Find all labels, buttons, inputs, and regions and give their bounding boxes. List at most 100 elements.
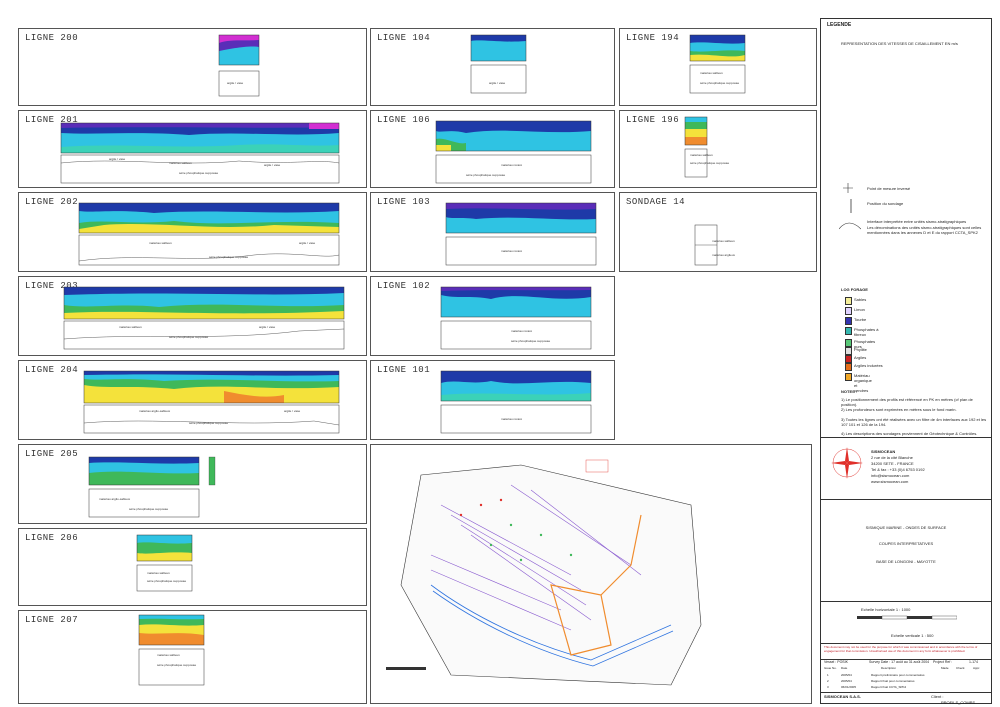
annotation: matériau rocaré bbox=[501, 249, 523, 253]
panel-ligne-101: LIGNE 101 matériau rocaré bbox=[370, 360, 615, 440]
divider bbox=[821, 601, 991, 602]
log-label: Argiles indurées bbox=[854, 363, 883, 368]
annotation: série phosphatique supposée bbox=[700, 81, 740, 85]
company-name: SISMOCEAN bbox=[871, 449, 896, 454]
section-plot bbox=[445, 202, 597, 266]
panel-title: LIGNE 104 bbox=[377, 33, 431, 43]
cross-icon bbox=[843, 183, 853, 193]
panel-ligne-202: LIGNE 202 matériau sableux argile / vase… bbox=[18, 192, 367, 272]
rev-header: Made bbox=[941, 666, 949, 670]
table-header-vessel: Vessel : POSIK bbox=[824, 660, 848, 664]
rev-cell: 2005/04 bbox=[841, 679, 852, 683]
divider bbox=[821, 437, 991, 438]
panel-title: LIGNE 201 bbox=[25, 115, 79, 125]
annotation: matériau sableux bbox=[119, 325, 142, 329]
section-plot bbox=[218, 34, 260, 97]
panel-ligne-106: LIGNE 106 matériau rocaré série phosphat… bbox=[370, 110, 615, 188]
section-plot bbox=[138, 614, 205, 686]
divider bbox=[821, 692, 991, 693]
panel-title: LIGNE 202 bbox=[25, 197, 79, 207]
note-item: 2) Les profondeurs sont exprimées en mèt… bbox=[841, 407, 957, 412]
section-plot bbox=[470, 34, 527, 94]
panel-sondage-14: SONDAGE 14 matériau sableux matériau arg… bbox=[619, 192, 817, 272]
rev-cell: Rapport final pour commentaires bbox=[871, 679, 915, 683]
log-label: Tourbe bbox=[854, 317, 867, 322]
log-label: Phosphates à fibreux bbox=[854, 327, 879, 337]
panel-title: LIGNE 101 bbox=[377, 365, 431, 375]
company-phone: Tel & fax : +33 (0)4 6753 0192 bbox=[871, 467, 925, 472]
log-label: Sables bbox=[854, 297, 867, 302]
log-swatch bbox=[845, 327, 852, 335]
log-label: Phosphates purs bbox=[854, 339, 876, 349]
drawing-ref: PROFILS_COMPS bbox=[941, 700, 976, 705]
annotation: argile / vase bbox=[259, 325, 276, 329]
divider bbox=[821, 499, 991, 500]
panel-ligne-207: LIGNE 207 matériau sableux série phospha… bbox=[18, 610, 367, 704]
annotation: matériau argilo-sableux bbox=[139, 409, 171, 413]
annotation: série phosphatique supposée bbox=[466, 173, 506, 177]
client-label: Client : bbox=[931, 694, 944, 699]
annotation: matériau rocaré bbox=[511, 329, 533, 333]
sondage-icon bbox=[850, 199, 852, 213]
site-map bbox=[386, 459, 702, 686]
panel-ligne-194: LIGNE 194 matériau sableux série phospha… bbox=[619, 28, 817, 106]
legend-panel: LEGENDE REPRESENTATION DES VITESSES DE C… bbox=[820, 18, 992, 705]
section-plot bbox=[684, 116, 708, 178]
rev-cell: 2 bbox=[827, 679, 829, 683]
section-plot bbox=[78, 202, 340, 266]
rev-header: Date bbox=[841, 666, 848, 670]
annotation: série phosphatique supposée bbox=[179, 171, 219, 175]
annotation: matériau sableux bbox=[147, 571, 170, 575]
section-plot bbox=[440, 286, 592, 350]
rev-cell: Rapport final CCTA_SPK2 bbox=[871, 685, 907, 689]
section-plot bbox=[60, 122, 340, 184]
annotation: série phosphatique supposée bbox=[511, 339, 551, 343]
table-header-refvalue: 1-174 bbox=[969, 660, 978, 664]
interface-label-1: Interface interprétée entre unités sismo… bbox=[867, 219, 967, 224]
panel-title: LIGNE 200 bbox=[25, 33, 79, 43]
panel-ligne-102: LIGNE 102 matériau rocaré série phosphat… bbox=[370, 276, 615, 356]
panel-title: LIGNE 196 bbox=[626, 115, 680, 125]
panel-title: LIGNE 205 bbox=[25, 449, 79, 459]
point-label: Point de mesure inversé bbox=[867, 186, 911, 191]
rev-header: Appr. bbox=[973, 666, 981, 670]
annotation: série phosphatique supposée bbox=[147, 579, 187, 583]
footer-company: SISMOCEAN S.A.S. bbox=[824, 694, 861, 699]
scale-horizontal: Echelle horizontale 1 : 1000 bbox=[861, 607, 911, 612]
annotation: argile / vase bbox=[264, 163, 281, 167]
project-title: SISMIQUE MARINE - ONDES DE SURFACE bbox=[865, 525, 947, 530]
rev-cell: 3 bbox=[827, 685, 829, 689]
panel-title: LIGNE 203 bbox=[25, 281, 79, 291]
rev-cell: 2005/04 bbox=[841, 673, 852, 677]
section-plot bbox=[136, 534, 193, 592]
notes-title: NOTES : bbox=[841, 389, 858, 394]
panel-title: SONDAGE 14 bbox=[626, 197, 686, 207]
legend-title: LEGENDE bbox=[827, 22, 852, 28]
panel-title: LIGNE 102 bbox=[377, 281, 431, 291]
panel-title: LIGNE 106 bbox=[377, 115, 431, 125]
scale-vertical: Echelle verticale 1 : 500 bbox=[891, 633, 934, 638]
annotation: série phosphatique supposée bbox=[129, 507, 169, 511]
panel-ligne-103: LIGNE 103 matériau rocaré bbox=[370, 192, 615, 272]
note-item: 4) Les descriptions des sondages provien… bbox=[841, 431, 978, 436]
section-plot bbox=[83, 370, 340, 434]
rev-cell: 1 bbox=[827, 673, 829, 677]
interface-label-2: Les dénominations des unités sismo-strat… bbox=[867, 225, 982, 235]
annotation: série phosphatique supposée bbox=[157, 663, 197, 667]
annotation: argile / vase bbox=[284, 409, 301, 413]
note-item: 1) Le positionnement des profils est réf… bbox=[841, 397, 973, 407]
rev-cell: 06/01/2005 bbox=[841, 685, 857, 689]
scale-bar bbox=[857, 615, 957, 620]
annotation: matériau argilo-sableux bbox=[99, 497, 131, 501]
velocity-label: REPRESENTATION DES VITESSES DE CISAILLEM… bbox=[841, 41, 958, 46]
log-label: Matériau organique et cendres bbox=[854, 373, 872, 393]
table-header-ref: Project Ref : bbox=[933, 660, 953, 664]
panel-ligne-203: LIGNE 203 matériau sableux argile / vase… bbox=[18, 276, 367, 356]
annotation: matériau argileux bbox=[712, 253, 736, 257]
rev-header: Issue No. bbox=[824, 666, 837, 670]
annotation: argile / vase bbox=[299, 241, 316, 245]
annotation: argile / vase bbox=[227, 81, 244, 85]
annotation: argile / vase bbox=[109, 157, 126, 161]
note-item: 3) Toutes les lignes ont été réalisées a… bbox=[841, 417, 987, 427]
annotation: matériau sableux bbox=[700, 71, 723, 75]
